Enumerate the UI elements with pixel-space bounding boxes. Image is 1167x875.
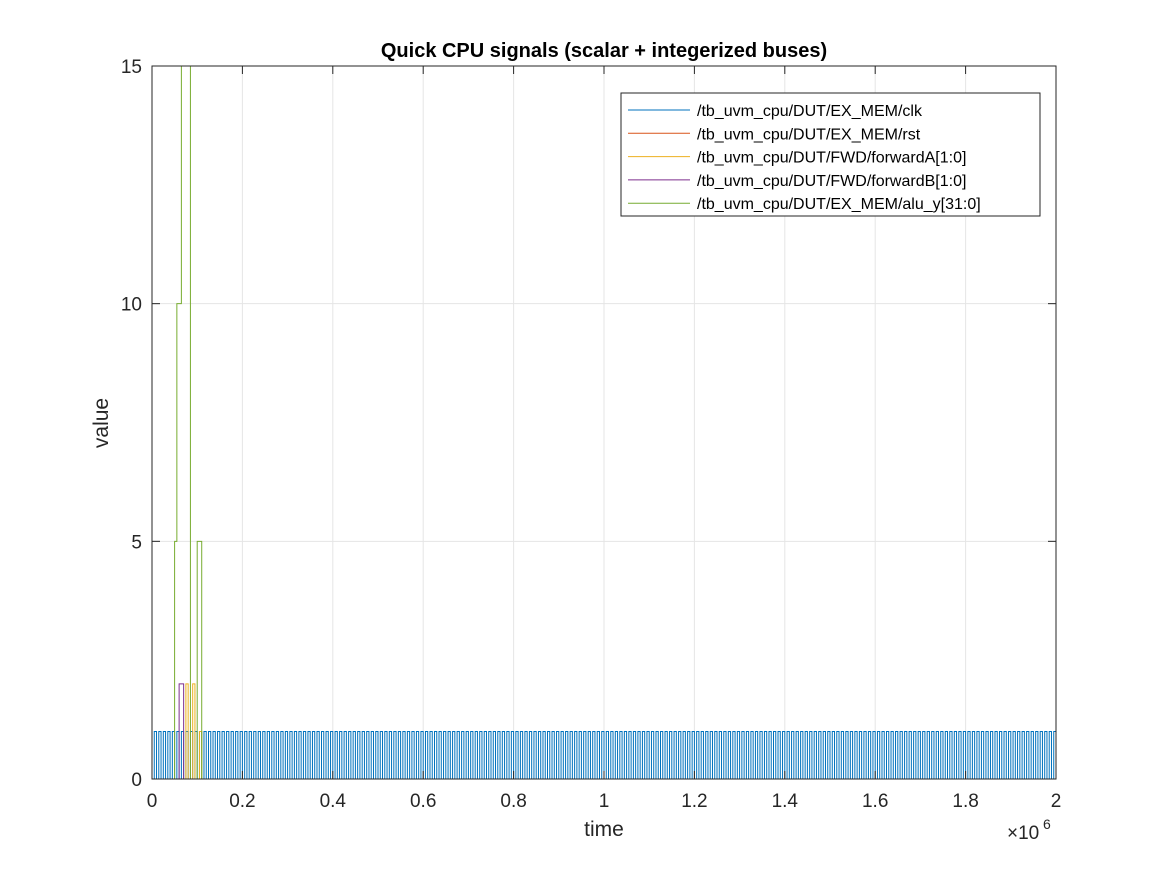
x-tick-label-10: 2 [1051, 791, 1062, 812]
tick-marks [151, 65, 1057, 780]
x-tick-label-2: 0.4 [320, 791, 347, 812]
x-axis-label: time [584, 818, 624, 841]
x-exponent-power: 6 [1043, 816, 1051, 832]
x-tick-label-7: 1.4 [772, 791, 799, 812]
legend-box [620, 92, 1041, 217]
y-tick-label-3: 15 [121, 57, 142, 78]
y-tick-labels: 0 5 10 15 [121, 57, 142, 791]
x-tick-label-9: 1.8 [952, 791, 978, 812]
x-tick-label-5: 1 [599, 791, 610, 812]
y-tick-label-1: 5 [131, 532, 142, 553]
x-tick-label-3: 0.6 [410, 791, 436, 812]
legend-entries: /tb_uvm_cpu/DUT/EX_MEM/clk/tb_uvm_cpu/DU… [628, 103, 981, 213]
x-tick-label-8: 1.6 [862, 791, 888, 812]
chart-title: Quick CPU signals (scalar + integerized … [381, 40, 827, 62]
legend-label-3: /tb_uvm_cpu/DUT/FWD/forwardB[1:0] [697, 173, 966, 190]
x-tick-label-0: 0 [147, 791, 158, 812]
x-tick-labels: 0 0.2 0.4 0.6 0.8 1 1.2 1.4 1.6 1.8 2 [147, 791, 1062, 812]
y-tick-label-0: 0 [131, 770, 142, 791]
x-exponent-label: ×10 6 [1007, 816, 1051, 844]
legend-label-1: /tb_uvm_cpu/DUT/EX_MEM/rst [697, 126, 921, 143]
x-tick-label-6: 1.2 [681, 791, 707, 812]
legend-label-4: /tb_uvm_cpu/DUT/EX_MEM/alu_y[31:0] [697, 196, 981, 213]
x-exponent-base: ×10 [1007, 823, 1039, 844]
y-tick-label-2: 10 [121, 295, 142, 316]
legend-label-0: /tb_uvm_cpu/DUT/EX_MEM/clk [697, 103, 923, 120]
y-axis-label: value [90, 398, 113, 448]
x-tick-label-1: 0.2 [229, 791, 255, 812]
legend: /tb_uvm_cpu/DUT/EX_MEM/clk/tb_uvm_cpu/DU… [620, 92, 1041, 217]
x-tick-label-4: 0.8 [500, 791, 526, 812]
legend-label-2: /tb_uvm_cpu/DUT/FWD/forwardA[1:0] [697, 150, 966, 167]
